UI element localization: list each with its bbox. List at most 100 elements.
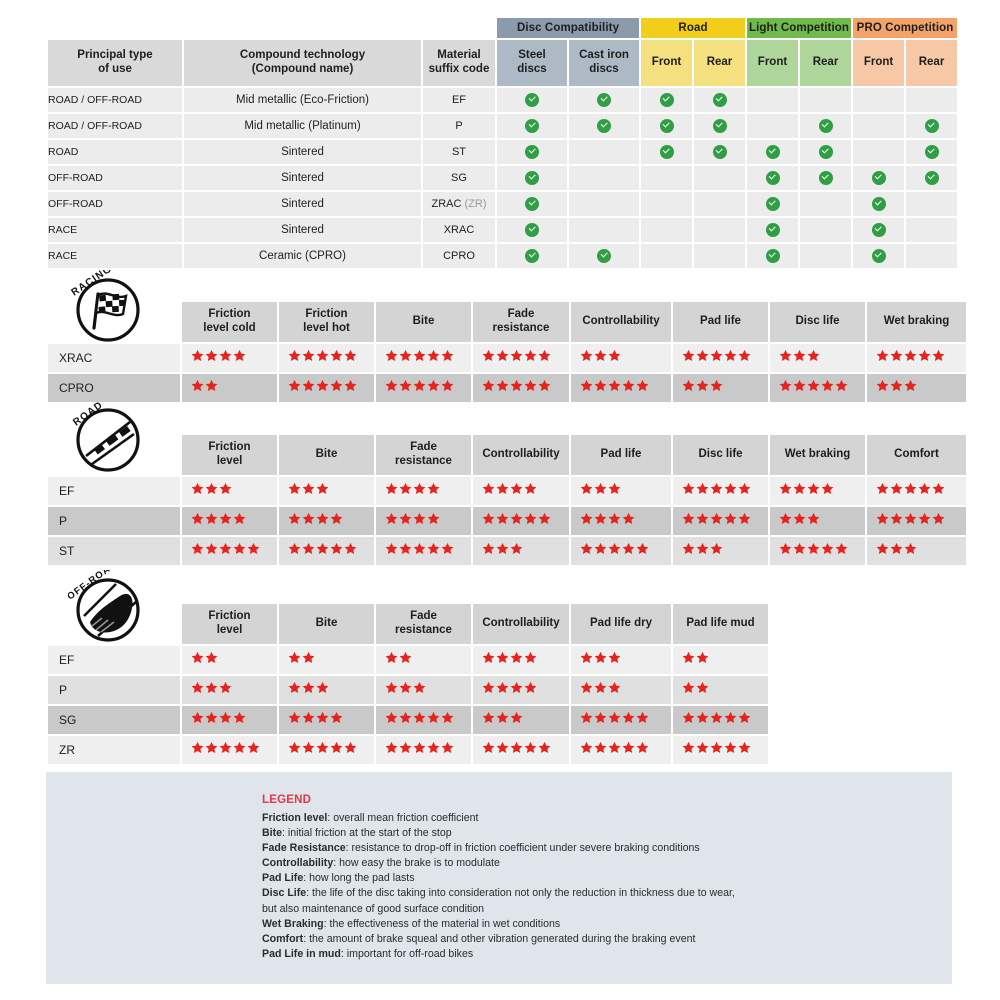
- rating-col-2: Fade resistance: [376, 435, 471, 475]
- col-lc-front: Front: [747, 40, 798, 86]
- check-icon: [924, 171, 939, 185]
- check-icon: [597, 249, 611, 263]
- cell-compat-0: [497, 114, 567, 138]
- star-icon: [316, 741, 329, 754]
- star-icon: [233, 711, 246, 724]
- rating-cell-4: [571, 507, 671, 535]
- table-row: P: [48, 676, 768, 704]
- band-pro-competition: PRO Competition: [853, 18, 958, 38]
- rating-cell-5: [673, 374, 768, 402]
- star-icon: [932, 512, 945, 525]
- star-icon: [316, 711, 329, 724]
- star-icon: [496, 681, 509, 694]
- star-icon: [738, 482, 751, 495]
- star-icon: [302, 379, 315, 392]
- cell-compat-2: [641, 218, 692, 242]
- rating-cell-2: [376, 477, 471, 505]
- rating-cell-3: [473, 646, 569, 674]
- legend-entry: but also maintenance of good surface con…: [262, 902, 485, 915]
- star-icon: [344, 349, 357, 362]
- star-icon: [696, 542, 709, 555]
- rating-cell-1: [279, 537, 374, 565]
- star-icon: [538, 512, 551, 525]
- offroad-header-row: Friction level Bite Fade resistance Controlla…: [48, 604, 768, 644]
- star-icon: [385, 681, 398, 694]
- cell-compat-6: [853, 218, 905, 242]
- star-icon: [385, 711, 398, 724]
- cell-compat-1: [569, 244, 639, 268]
- star-icon: [496, 349, 509, 362]
- rating-cell-5: [673, 537, 768, 565]
- star-icon: [608, 512, 621, 525]
- star-icon: [205, 379, 218, 392]
- star-icon: [288, 482, 301, 495]
- rating-cell-5: [673, 736, 768, 764]
- rating-row-label: CPRO: [48, 374, 180, 402]
- star-icon: [636, 379, 649, 392]
- star-icon: [399, 542, 412, 555]
- star-icon: [288, 681, 301, 694]
- cell-compat-3: [694, 244, 745, 268]
- rating-cell-4: [571, 676, 671, 704]
- star-icon: [441, 711, 454, 724]
- legend-entry: Bite: initial friction at the start of t…: [262, 827, 452, 840]
- cell-compat-4: [747, 166, 798, 190]
- check-icon: [597, 93, 611, 107]
- star-icon: [427, 349, 440, 362]
- star-icon: [413, 512, 426, 525]
- rating-cell-4: [571, 736, 671, 764]
- star-icon: [233, 741, 246, 754]
- rating-cell-5: [673, 676, 768, 704]
- rating-col-7: Comfort: [867, 435, 966, 475]
- offroad-table: Friction level Bite Fade resistance Controlla…: [46, 602, 770, 766]
- cell-compat-4: [747, 218, 798, 242]
- cell-compat-5: [800, 192, 852, 216]
- star-icon: [932, 482, 945, 495]
- star-icon: [302, 349, 315, 362]
- cell-compat-3: [694, 218, 745, 242]
- star-icon: [594, 681, 607, 694]
- star-icon: [622, 379, 635, 392]
- cell-compat-5: [800, 218, 852, 242]
- rating-col-6: Wet braking: [770, 435, 865, 475]
- cell-compound: Mid metallic (Eco-Friction): [184, 88, 421, 112]
- rating-header-spacer: [48, 302, 180, 342]
- rating-cell-4: [571, 706, 671, 734]
- cell-compat-5: [800, 244, 852, 268]
- cell-compat-0: [497, 140, 567, 164]
- star-icon: [608, 711, 621, 724]
- star-icon: [904, 379, 917, 392]
- star-icon: [510, 651, 523, 664]
- rating-cell-2: [376, 706, 471, 734]
- star-icon: [441, 542, 454, 555]
- star-icon: [876, 379, 889, 392]
- offroad-body: EF P SG ZR: [48, 646, 768, 764]
- check-icon: [525, 197, 539, 211]
- cell-compound: Sintered: [184, 140, 421, 164]
- cell-suffix-code: P: [423, 114, 495, 138]
- road-body: EF P ST: [48, 477, 966, 565]
- racing-table: Friction level cold Friction level hot Bite F…: [46, 300, 968, 404]
- star-icon: [876, 512, 889, 525]
- rating-cell-1: [279, 676, 374, 704]
- rating-cell-7: [867, 374, 966, 402]
- star-icon: [821, 482, 834, 495]
- compat-header-row: Principal type of use Compound technology…: [48, 40, 958, 86]
- rating-header-spacer: [48, 435, 180, 475]
- legend-term: Friction level: [262, 812, 328, 824]
- star-icon: [302, 542, 315, 555]
- star-icon: [636, 741, 649, 754]
- legend-lines: Friction level: overall mean friction co…: [262, 811, 735, 962]
- cell-principal-type: RACE: [48, 244, 182, 268]
- cell-suffix-code: EF: [423, 88, 495, 112]
- star-icon: [219, 542, 232, 555]
- rating-cell-1: [279, 477, 374, 505]
- band-road: Road: [641, 18, 745, 38]
- star-icon: [302, 512, 315, 525]
- check-icon: [765, 197, 780, 211]
- star-icon: [538, 349, 551, 362]
- star-icon: [710, 379, 723, 392]
- cell-compat-1: [569, 114, 639, 138]
- rating-row-label: ZR: [48, 736, 180, 764]
- offroad-header: Friction level Bite Fade resistance Controlla…: [48, 604, 768, 644]
